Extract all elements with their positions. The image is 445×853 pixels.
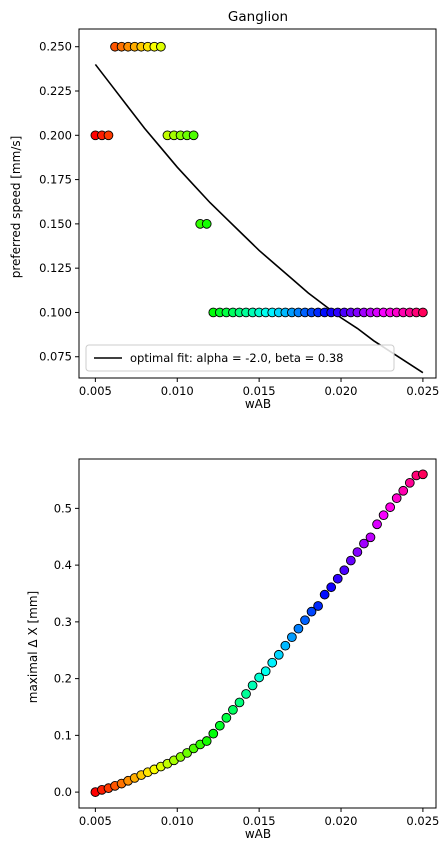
data-point	[352, 547, 363, 557]
data-point	[156, 41, 166, 52]
data-point	[345, 555, 356, 566]
y-tick-label: 0.175	[39, 173, 72, 187]
data-point	[306, 606, 317, 617]
data-point	[339, 565, 350, 576]
data-point	[260, 666, 271, 677]
data-point	[182, 748, 192, 758]
data-point	[273, 649, 284, 660]
data-point	[241, 689, 251, 699]
data-point	[188, 130, 199, 141]
y-axis-label: maximal Δ X [mm]	[26, 591, 40, 703]
data-point	[293, 623, 304, 634]
data-point	[359, 538, 369, 549]
y-tick-label: 0.225	[39, 84, 72, 98]
plot-frame	[78, 458, 437, 809]
y-tick-label: 0.2	[54, 672, 72, 686]
y-tick-label: 0.5	[54, 501, 72, 515]
x-tick-label: 0.005	[79, 384, 112, 398]
x-tick-label: 0.025	[406, 814, 439, 828]
x-tick-label: 0.010	[161, 814, 194, 828]
data-point	[378, 510, 389, 521]
data-point	[300, 615, 310, 626]
legend: optimal fit: alpha = -2.0, beta = 0.38	[85, 344, 395, 372]
fit-line	[94, 63, 424, 374]
y-tick-label: 0.200	[39, 128, 72, 142]
data-point	[319, 589, 330, 600]
data-point	[326, 582, 337, 593]
data-point	[234, 697, 245, 708]
plot-frame	[78, 28, 437, 379]
x-tick-label: 0.020	[325, 384, 358, 398]
y-tick-label: 0.150	[39, 217, 72, 231]
data-point	[418, 469, 428, 480]
y-tick-label: 0.0	[54, 785, 72, 799]
chart-ganglion-preferred-speed: Ganglion wAB preferred speed [mm/s] 0.00…	[9, 9, 439, 411]
x-axis-label: wAB	[245, 397, 271, 411]
data-point	[247, 680, 258, 691]
x-tick-label: 0.015	[243, 384, 276, 398]
data-point	[398, 485, 409, 496]
y-tick-label: 0.250	[39, 40, 72, 54]
data-point	[280, 640, 291, 651]
x-axis-label: wAB	[245, 827, 271, 841]
data-point	[228, 704, 238, 715]
data-point	[208, 728, 219, 739]
x-tick-label: 0.020	[325, 814, 358, 828]
y-axis-label: preferred speed [mm/s]	[9, 136, 23, 279]
data-point	[313, 601, 323, 611]
y-tick-label: 0.4	[54, 558, 72, 572]
data-point	[214, 720, 225, 731]
x-tick-label: 0.025	[406, 384, 439, 398]
data-point	[287, 632, 297, 643]
data-point	[201, 219, 212, 229]
data-point	[267, 657, 278, 668]
data-point	[385, 502, 395, 513]
y-tick-label: 0.100	[39, 305, 72, 319]
legend-label: optimal fit: alpha = -2.0, beta = 0.38	[130, 351, 343, 365]
y-tick-label: 0.1	[54, 728, 72, 742]
data-point	[418, 307, 428, 318]
data-point	[404, 477, 415, 488]
data-point	[365, 532, 376, 543]
y-tick-label: 0.125	[39, 261, 72, 275]
data-point	[221, 712, 232, 723]
y-tick-label: 0.3	[54, 615, 72, 629]
y-tick-label: 0.075	[39, 350, 72, 364]
legend-box	[85, 344, 395, 372]
chart-maximal-delta-x: wAB maximal Δ X [mm] 0.005 0.010 0.015 0.02…	[26, 458, 439, 841]
data-point	[103, 130, 114, 141]
data-point	[332, 573, 343, 584]
chart-title: Ganglion	[228, 9, 288, 25]
x-tick-label: 0.010	[161, 384, 194, 398]
data-point	[372, 519, 382, 530]
data-point	[254, 672, 264, 683]
x-tick-label: 0.005	[79, 814, 112, 828]
x-tick-label: 0.015	[243, 814, 276, 828]
data-point	[391, 493, 402, 504]
data-point	[201, 736, 212, 746]
